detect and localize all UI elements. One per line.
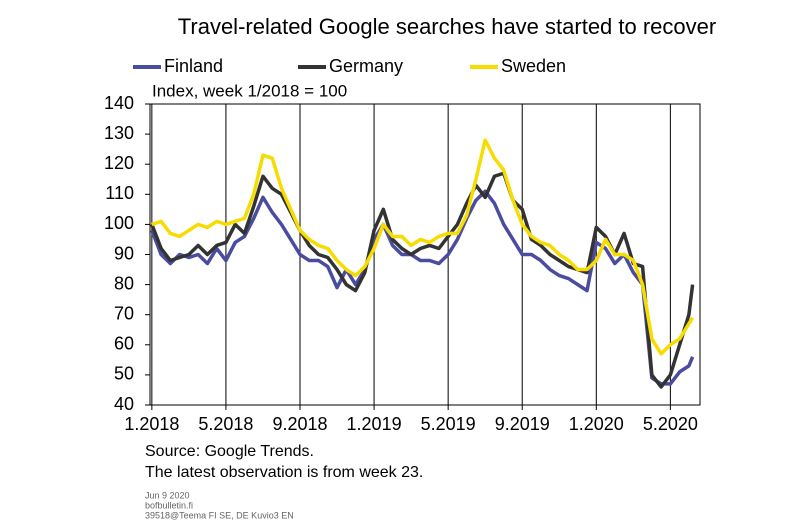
chart-title: Travel-related Google searches have star… xyxy=(178,14,716,39)
y-tick-label: 70 xyxy=(114,303,134,323)
x-tick-label: 5.2019 xyxy=(421,414,476,434)
x-tick-label: 9.2018 xyxy=(272,414,327,434)
x-tick-label: 1.2019 xyxy=(347,414,402,434)
x-tick-label: 5.2018 xyxy=(198,414,253,434)
y-tick-label: 110 xyxy=(105,183,134,203)
footer: Jun 9 2020 xyxy=(145,490,190,500)
y-tick-label: 60 xyxy=(114,334,134,354)
x-tick-label: 1.2020 xyxy=(569,414,624,434)
line xyxy=(150,189,695,386)
y-tick-label: 80 xyxy=(114,273,134,293)
legend-label: Sweden xyxy=(501,56,566,76)
x-tick-label: 9.2019 xyxy=(495,414,550,434)
y-tick-label: 40 xyxy=(114,394,134,414)
x-tick-label: 1.2018 xyxy=(124,414,179,434)
y-tick-label: 90 xyxy=(114,243,134,263)
line xyxy=(151,138,695,356)
note: The latest observation is from week 23. xyxy=(145,464,423,481)
footer: bofbulletin.fi xyxy=(145,500,193,510)
legend-label: Germany xyxy=(329,56,403,76)
source: Source: Google Trends. xyxy=(145,443,314,460)
y-tick-label: 140 xyxy=(104,93,134,113)
footer: 39518@Teema FI SE, DE Kuvio3 EN xyxy=(145,510,294,520)
y-tick-label: 50 xyxy=(114,364,134,384)
y-tick-label: 130 xyxy=(104,123,134,143)
plot-frame xyxy=(149,103,701,406)
line xyxy=(150,171,695,389)
y-tick-label: 100 xyxy=(104,213,134,233)
subtitle: Index, week 1/2018 = 100 xyxy=(152,81,347,100)
x-tick-label: 5.2020 xyxy=(643,414,698,434)
legend-label: Finland xyxy=(164,56,223,76)
y-tick-label: 120 xyxy=(104,153,134,173)
